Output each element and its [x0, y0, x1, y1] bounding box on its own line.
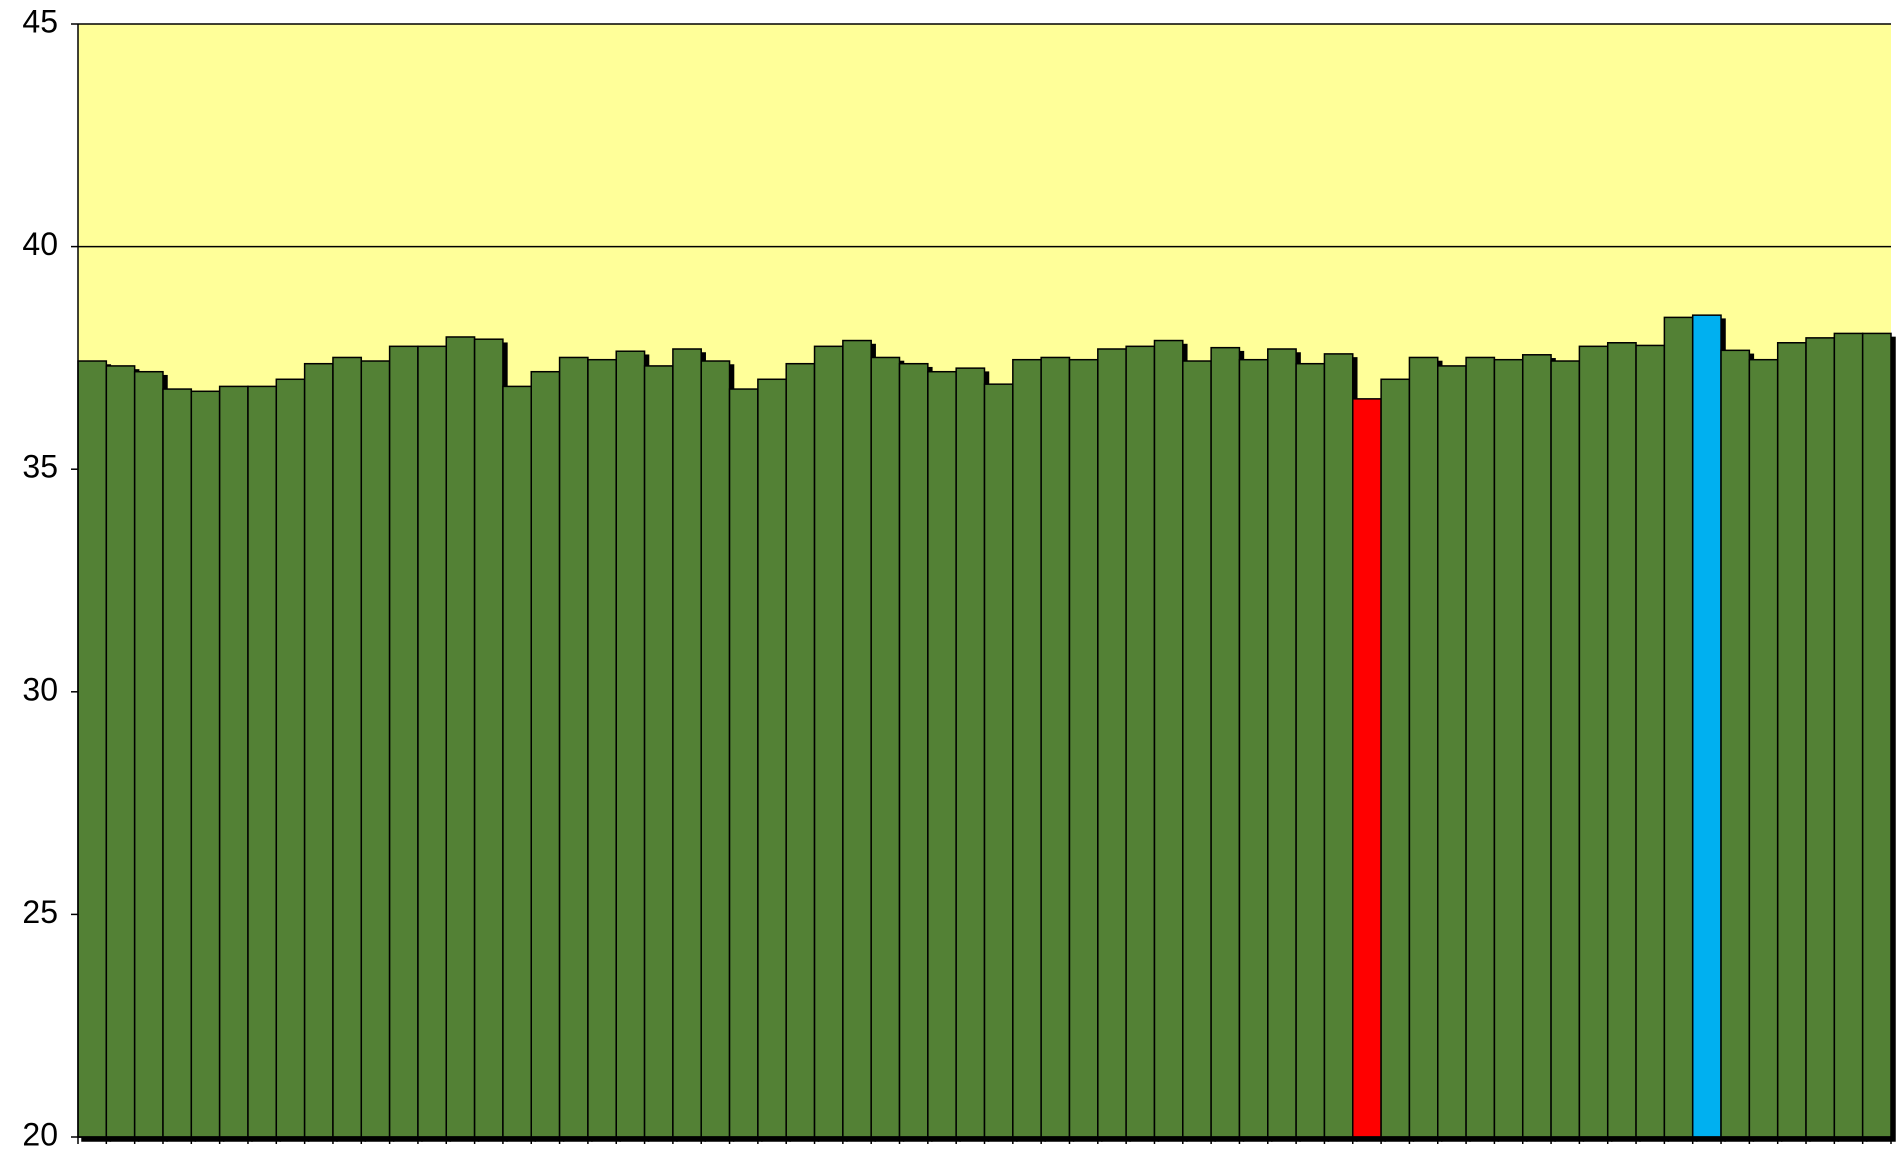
bar	[1776, 342, 1807, 1138]
bar	[190, 390, 221, 1138]
bar	[1861, 332, 1892, 1138]
bar	[898, 362, 929, 1138]
bar	[1295, 362, 1326, 1138]
bar	[133, 370, 164, 1138]
bar	[842, 339, 872, 1138]
bar	[1521, 354, 1552, 1138]
bar	[672, 348, 702, 1138]
bar	[643, 365, 674, 1138]
bar	[1465, 356, 1496, 1138]
y-tick-label: 35	[22, 449, 58, 485]
bar	[1238, 358, 1269, 1138]
bar	[1068, 358, 1099, 1138]
y-tick-label: 40	[22, 226, 58, 262]
y-tick-label: 45	[22, 3, 58, 39]
y-tick-label: 20	[22, 1116, 58, 1152]
bar	[332, 356, 363, 1138]
bar	[1182, 360, 1212, 1138]
bar	[1833, 332, 1864, 1138]
bar	[360, 360, 391, 1138]
bar	[1125, 345, 1156, 1138]
bar	[1097, 348, 1127, 1138]
bar	[785, 362, 816, 1138]
bar	[728, 388, 759, 1138]
bar	[587, 358, 617, 1138]
bar	[388, 345, 419, 1138]
bar	[983, 383, 1014, 1138]
bar	[1153, 339, 1184, 1138]
bar	[1040, 356, 1071, 1138]
bar	[1550, 360, 1581, 1138]
bar	[502, 385, 532, 1138]
y-tick-label: 30	[22, 671, 58, 707]
bars	[77, 314, 1892, 1138]
bar	[1267, 348, 1297, 1138]
bar	[1352, 398, 1382, 1138]
bar	[1493, 358, 1524, 1138]
bar	[247, 385, 278, 1138]
bar	[275, 378, 306, 1138]
bar	[955, 367, 986, 1138]
bar	[1323, 353, 1354, 1138]
bar	[927, 370, 957, 1138]
bar	[1437, 365, 1467, 1138]
bar	[1012, 358, 1042, 1138]
axes: 20 25 30 35 40 45	[22, 3, 1892, 1152]
bar	[1578, 345, 1609, 1138]
bar	[530, 370, 561, 1138]
bar	[1408, 356, 1439, 1138]
bar	[1748, 358, 1779, 1138]
y-tick-label: 25	[22, 894, 58, 930]
bar	[417, 345, 448, 1138]
bar	[1720, 349, 1751, 1138]
bar	[813, 345, 844, 1138]
bar	[473, 338, 504, 1138]
bar	[303, 362, 334, 1138]
bar	[1663, 316, 1694, 1138]
bar	[1606, 342, 1637, 1138]
bar	[870, 356, 901, 1138]
bar	[558, 356, 589, 1138]
bar	[162, 388, 193, 1138]
bar	[445, 336, 476, 1138]
bar	[615, 350, 646, 1138]
bar	[77, 360, 108, 1138]
bar	[1210, 346, 1241, 1138]
bar	[105, 365, 136, 1138]
bar	[1805, 337, 1836, 1138]
bar	[1635, 344, 1666, 1138]
bar	[218, 385, 249, 1138]
bar	[1691, 314, 1722, 1138]
bar	[757, 378, 787, 1138]
bar	[1380, 378, 1411, 1138]
bar	[700, 360, 731, 1138]
